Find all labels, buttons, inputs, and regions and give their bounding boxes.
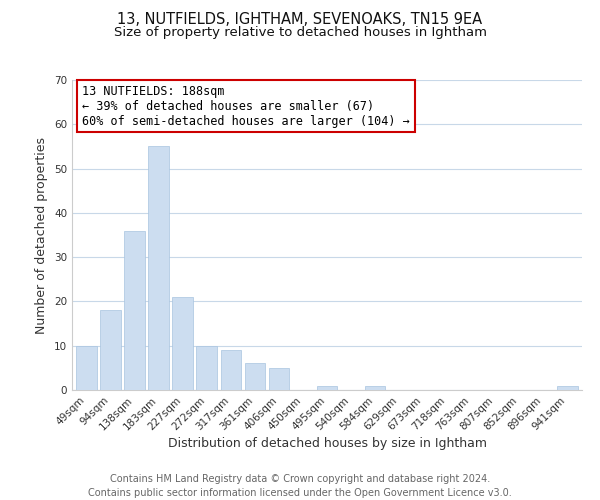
Bar <box>365 386 385 390</box>
Text: Size of property relative to detached houses in Ightham: Size of property relative to detached ho… <box>113 26 487 39</box>
Text: 13, NUTFIELDS, IGHTHAM, SEVENOAKS, TN15 9EA: 13, NUTFIELDS, IGHTHAM, SEVENOAKS, TN15 … <box>118 12 482 28</box>
Text: Contains HM Land Registry data © Crown copyright and database right 2024.
Contai: Contains HM Land Registry data © Crown c… <box>88 474 512 498</box>
Bar <box>100 310 121 390</box>
Bar <box>196 346 217 390</box>
Y-axis label: Number of detached properties: Number of detached properties <box>35 136 49 334</box>
Bar <box>76 346 97 390</box>
Bar <box>124 230 145 390</box>
Bar <box>317 386 337 390</box>
Bar <box>269 368 289 390</box>
Bar <box>172 297 193 390</box>
Bar <box>557 386 578 390</box>
X-axis label: Distribution of detached houses by size in Ightham: Distribution of detached houses by size … <box>167 438 487 450</box>
Bar <box>245 364 265 390</box>
Bar <box>221 350 241 390</box>
Text: 13 NUTFIELDS: 188sqm
← 39% of detached houses are smaller (67)
60% of semi-detac: 13 NUTFIELDS: 188sqm ← 39% of detached h… <box>82 84 410 128</box>
Bar <box>148 146 169 390</box>
